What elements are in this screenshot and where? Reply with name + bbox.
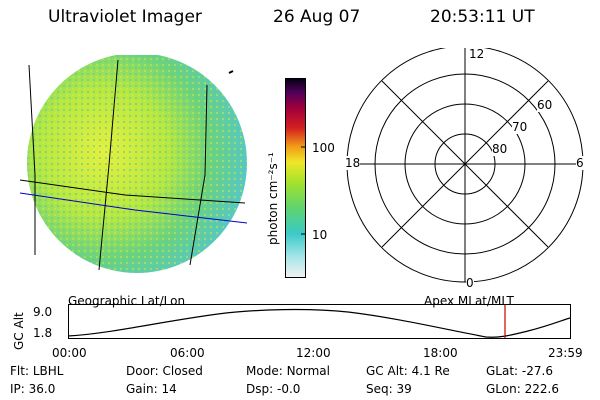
polar-grid — [346, 48, 584, 283]
mlt-label-6: 6 — [576, 156, 584, 170]
colorbar-unit-label: photon cm⁻²s⁻¹ — [266, 152, 280, 245]
info-dsp: Dsp: -0.0 — [246, 382, 301, 396]
meridian-line — [189, 84, 208, 266]
altitude-ytick-max: 9.0 — [33, 305, 53, 319]
altitude-curve — [68, 308, 571, 338]
mlt-label-0: 0 — [466, 276, 474, 290]
image-time: 20:53:11 UT — [430, 7, 535, 27]
info-gc-alt-value: 4.1 Re — [411, 364, 450, 378]
altitude-xtick-1: 06:00 — [170, 346, 205, 360]
lat-label-80: 80 — [492, 142, 508, 156]
info-glon-value: 222.6 — [524, 382, 559, 396]
meridian-line — [98, 59, 119, 271]
info-seq: Seq: 39 — [366, 382, 412, 396]
info-ip: IP: 36.0 — [10, 382, 56, 396]
instrument-title: Ultraviolet Imager — [48, 7, 202, 27]
altitude-xtick-4: 23:59 — [548, 346, 583, 360]
mlt-label-12: 12 — [469, 47, 485, 61]
image-date: 26 Aug 07 — [273, 7, 361, 27]
lat-label-60: 60 — [537, 98, 553, 112]
altitude-xtick-2: 12:00 — [296, 346, 331, 360]
info-gain: Gain: 14 — [126, 382, 177, 396]
altitude-xtick-0: 00:00 — [52, 346, 87, 360]
colorbar-tick-10: 10 — [312, 228, 328, 242]
info-gc-alt: GC Alt: 4.1 Re — [366, 364, 450, 378]
info-flt-value: LBHL — [32, 364, 64, 378]
altitude-plot — [68, 304, 571, 339]
colorbar-tick-100: 100 — [312, 141, 335, 155]
info-dsp-value: -0.0 — [276, 382, 301, 396]
latitude-line — [19, 179, 246, 204]
info-glat: GLat: -27.6 — [486, 364, 553, 378]
altitude-xtick-3: 18:00 — [423, 346, 458, 360]
info-gain-value: 14 — [161, 382, 177, 396]
lat-label-70: 70 — [512, 120, 528, 134]
uv-image-panel — [19, 55, 248, 273]
info-glat-value: -27.6 — [521, 364, 553, 378]
info-mode-value: Normal — [286, 364, 330, 378]
equator-line — [19, 192, 248, 224]
info-door: Door: Closed — [126, 364, 203, 378]
info-flt: Flt: LBHL — [10, 364, 64, 378]
altitude-ylabel: GC Alt — [12, 312, 26, 350]
info-mode: Mode: Normal — [246, 364, 330, 378]
mlt-line-diag — [381, 80, 549, 248]
info-seq-value: 39 — [396, 382, 412, 396]
meridian-line — [28, 64, 36, 255]
color-scale-bar — [285, 78, 306, 278]
info-glon: GLon: 222.6 — [486, 382, 559, 396]
info-ip-value: 36.0 — [28, 382, 56, 396]
mlt-label-18: 18 — [345, 156, 361, 170]
info-door-value: Closed — [162, 364, 203, 378]
altitude-ytick-min: 1.8 — [33, 326, 53, 340]
